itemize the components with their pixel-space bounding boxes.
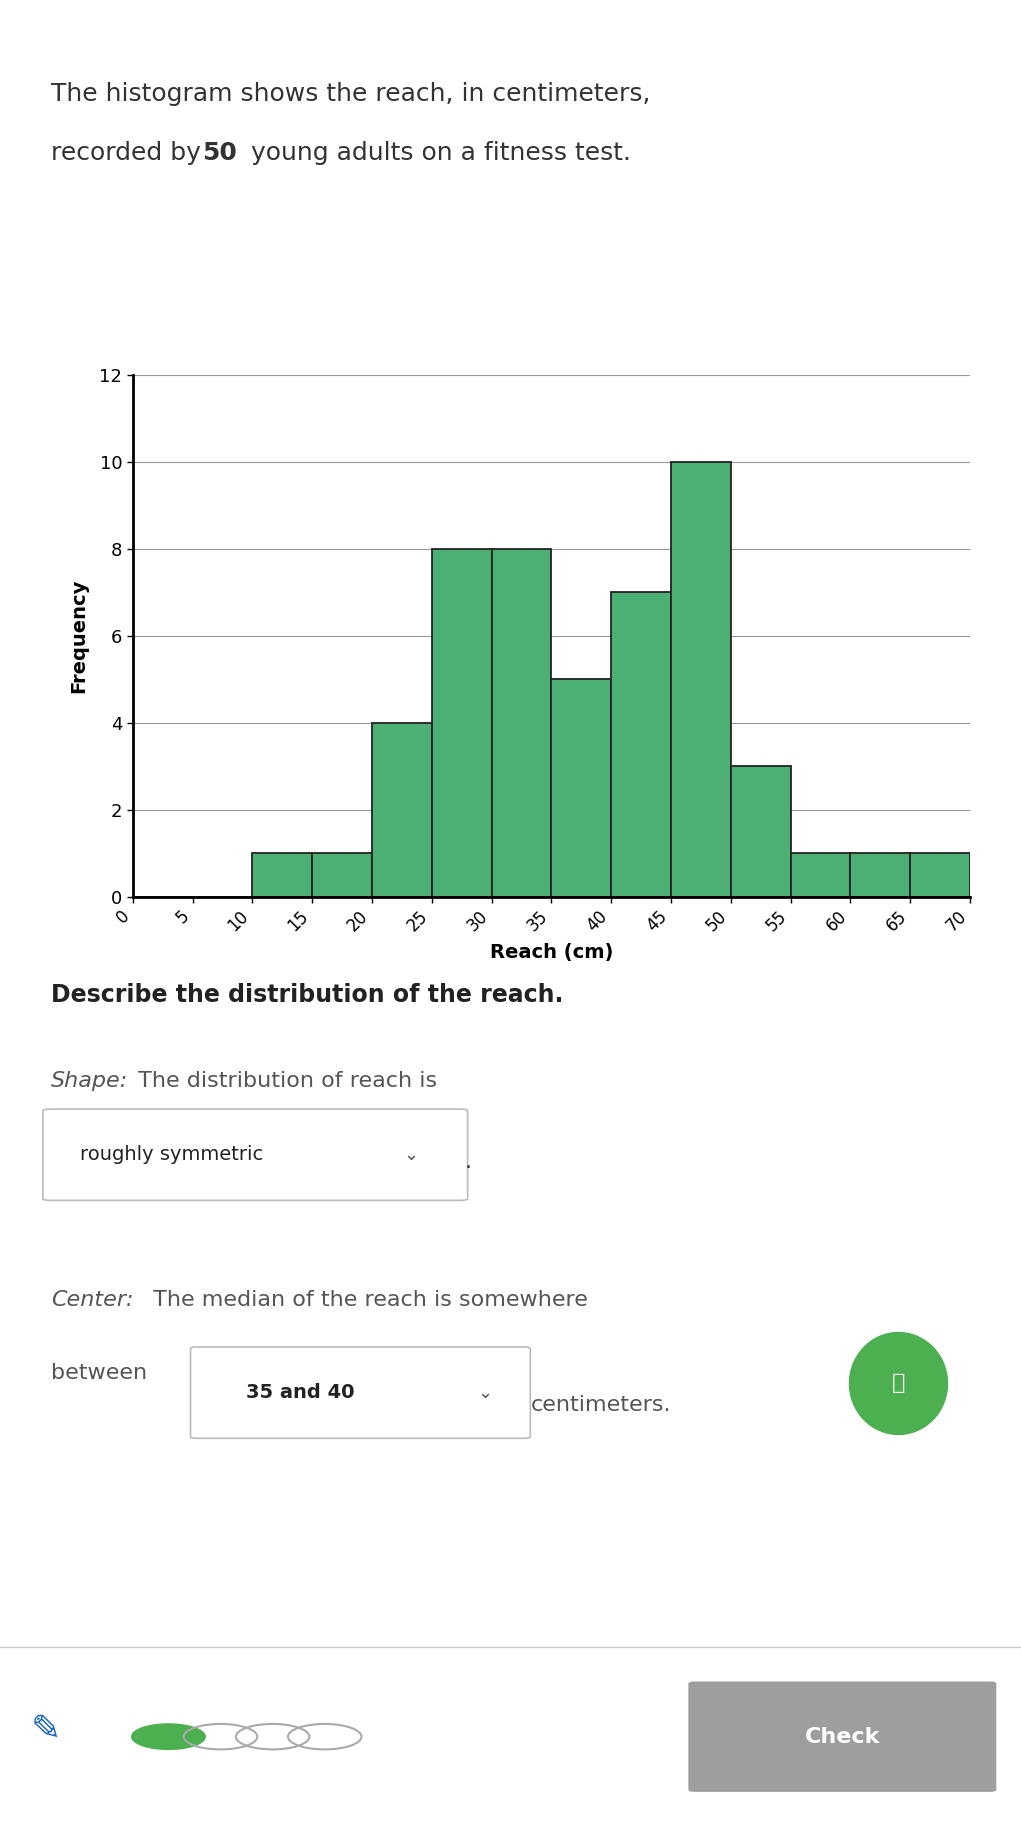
Text: The histogram shows the reach, in centimeters,: The histogram shows the reach, in centim… — [51, 82, 650, 106]
Text: young adults on a fitness test.: young adults on a fitness test. — [243, 141, 631, 165]
Bar — [432, 549, 491, 897]
Bar — [612, 593, 671, 897]
Text: ⌄: ⌄ — [403, 1146, 418, 1164]
Text: The median of the reach is somewhere: The median of the reach is somewhere — [146, 1290, 588, 1310]
Bar — [372, 723, 432, 897]
Text: recorded by: recorded by — [51, 141, 209, 165]
Bar — [252, 853, 312, 897]
Text: Shape:: Shape: — [51, 1071, 129, 1091]
FancyBboxPatch shape — [43, 1109, 468, 1200]
Bar — [312, 853, 372, 897]
Bar — [790, 853, 850, 897]
Bar — [910, 853, 970, 897]
Text: ✎: ✎ — [31, 1713, 61, 1746]
Text: .: . — [465, 1153, 472, 1171]
Text: roughly symmetric: roughly symmetric — [80, 1146, 262, 1164]
Text: Check: Check — [805, 1728, 880, 1746]
Text: centimeters.: centimeters. — [531, 1396, 672, 1415]
Text: between: between — [51, 1363, 147, 1383]
Circle shape — [132, 1724, 205, 1749]
Text: Center:: Center: — [51, 1290, 134, 1310]
Text: The distribution of reach is: The distribution of reach is — [131, 1071, 437, 1091]
Bar — [551, 679, 612, 897]
Text: 💡: 💡 — [891, 1374, 906, 1393]
Text: ⌄: ⌄ — [477, 1383, 492, 1402]
Text: Describe the distribution of the reach.: Describe the distribution of the reach. — [51, 983, 564, 1006]
X-axis label: Reach (cm): Reach (cm) — [490, 942, 613, 963]
Bar — [671, 463, 731, 897]
Bar — [731, 767, 790, 897]
Circle shape — [849, 1332, 947, 1435]
Text: 35 and 40: 35 and 40 — [246, 1383, 354, 1402]
Bar — [491, 549, 551, 897]
Text: 50: 50 — [202, 141, 237, 165]
FancyBboxPatch shape — [191, 1347, 530, 1438]
Bar — [850, 853, 910, 897]
Y-axis label: Frequency: Frequency — [69, 578, 89, 694]
FancyBboxPatch shape — [688, 1682, 996, 1792]
